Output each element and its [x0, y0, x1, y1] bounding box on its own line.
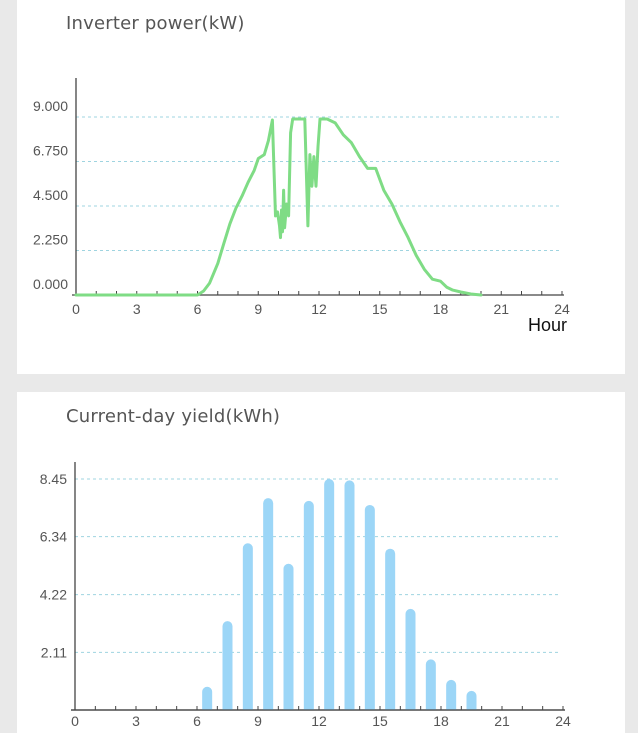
x-tick-label: 21 — [494, 713, 510, 729]
x-axis-label: Hour — [528, 315, 567, 335]
x-tick-label: 12 — [311, 301, 327, 317]
inverter-power-chart: 0.000 2.250 4.500 6.750 9.000 0 3 6 9 12 15 18 21 24H… — [33, 78, 570, 335]
x-tick-label: 24 — [554, 301, 570, 317]
x-tick-label: 18 — [433, 301, 449, 317]
y-tick-label: 6.34 — [40, 529, 67, 545]
y-tick-label: 2.250 — [33, 232, 68, 248]
bar — [385, 548, 396, 710]
x-tick-label: 15 — [372, 301, 388, 317]
x-tick-label: 18 — [433, 713, 449, 729]
y-tick-label: 4.500 — [33, 187, 68, 203]
chart-title: Inverter power(kW) — [66, 13, 245, 34]
x-tick-label: 21 — [493, 301, 509, 317]
x-tick-label: 0 — [71, 713, 79, 729]
series-line — [74, 117, 483, 297]
bar — [283, 563, 294, 710]
x-tick-label: 0 — [72, 301, 80, 317]
x-tick-label: 6 — [194, 301, 202, 317]
bar — [242, 543, 253, 710]
bar — [202, 686, 213, 710]
chart-title: Current-day yield(kWh) — [66, 406, 281, 427]
y-tick-label: 8.45 — [40, 471, 67, 487]
y-tick-label: 6.750 — [33, 143, 68, 159]
bar — [324, 479, 335, 710]
bar — [364, 504, 375, 710]
bar — [425, 659, 436, 710]
bar — [222, 621, 233, 710]
x-tick-label: 24 — [555, 713, 571, 729]
current-day-yield-card: Current-day yield(kWh) 2.11 4.22 6.34 8.45 0… — [17, 392, 625, 733]
x-tick-label: 9 — [254, 301, 262, 317]
x-tick-label: 6 — [193, 713, 201, 729]
y-tick-label: 2.11 — [41, 644, 67, 660]
y-tick-label: 4.22 — [40, 587, 67, 603]
bar — [344, 480, 355, 710]
x-tick-label: 12 — [311, 713, 327, 729]
x-tick-label: 15 — [372, 713, 388, 729]
current-day-yield-chart: 2.11 4.22 6.34 8.45 0 3 6 9 12 15 18 21 24 — [40, 462, 571, 729]
inverter-power-card: Inverter power(kW) 0.000 2.250 4.500 6.750 9… — [17, 0, 625, 374]
bar — [466, 690, 477, 710]
bar — [303, 500, 314, 710]
y-tick-label: 9.000 — [33, 98, 68, 114]
x-tick-label: 3 — [133, 301, 141, 317]
x-tick-label: 3 — [132, 713, 140, 729]
bar — [446, 679, 457, 710]
bar — [405, 608, 416, 710]
bar — [263, 498, 274, 710]
y-tick-label: 0.000 — [33, 276, 68, 292]
x-tick-label: 9 — [254, 713, 262, 729]
